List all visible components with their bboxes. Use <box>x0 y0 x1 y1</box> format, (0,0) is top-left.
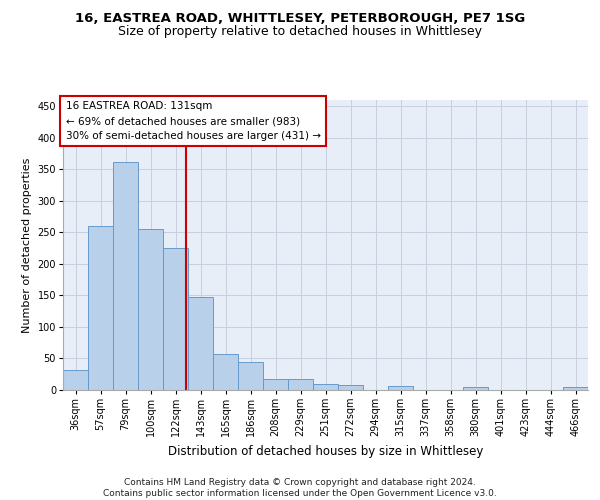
Y-axis label: Number of detached properties: Number of detached properties <box>22 158 32 332</box>
Text: Contains HM Land Registry data © Crown copyright and database right 2024.
Contai: Contains HM Land Registry data © Crown c… <box>103 478 497 498</box>
Bar <box>188 296 213 390</box>
Bar <box>163 248 188 390</box>
Bar <box>113 162 138 390</box>
Bar <box>388 386 413 390</box>
Text: 16 EASTREA ROAD: 131sqm
← 69% of detached houses are smaller (983)
30% of semi-d: 16 EASTREA ROAD: 131sqm ← 69% of detache… <box>65 102 320 141</box>
Bar <box>313 384 338 390</box>
X-axis label: Distribution of detached houses by size in Whittlesey: Distribution of detached houses by size … <box>168 445 483 458</box>
Bar <box>288 378 313 390</box>
Bar <box>463 388 488 390</box>
Bar <box>238 362 263 390</box>
Bar <box>263 378 288 390</box>
Bar <box>563 388 588 390</box>
Bar <box>213 354 238 390</box>
Bar <box>338 385 363 390</box>
Bar <box>63 370 88 390</box>
Bar <box>138 228 163 390</box>
Text: 16, EASTREA ROAD, WHITTLESEY, PETERBOROUGH, PE7 1SG: 16, EASTREA ROAD, WHITTLESEY, PETERBOROU… <box>75 12 525 26</box>
Text: Size of property relative to detached houses in Whittlesey: Size of property relative to detached ho… <box>118 25 482 38</box>
Bar <box>88 226 113 390</box>
